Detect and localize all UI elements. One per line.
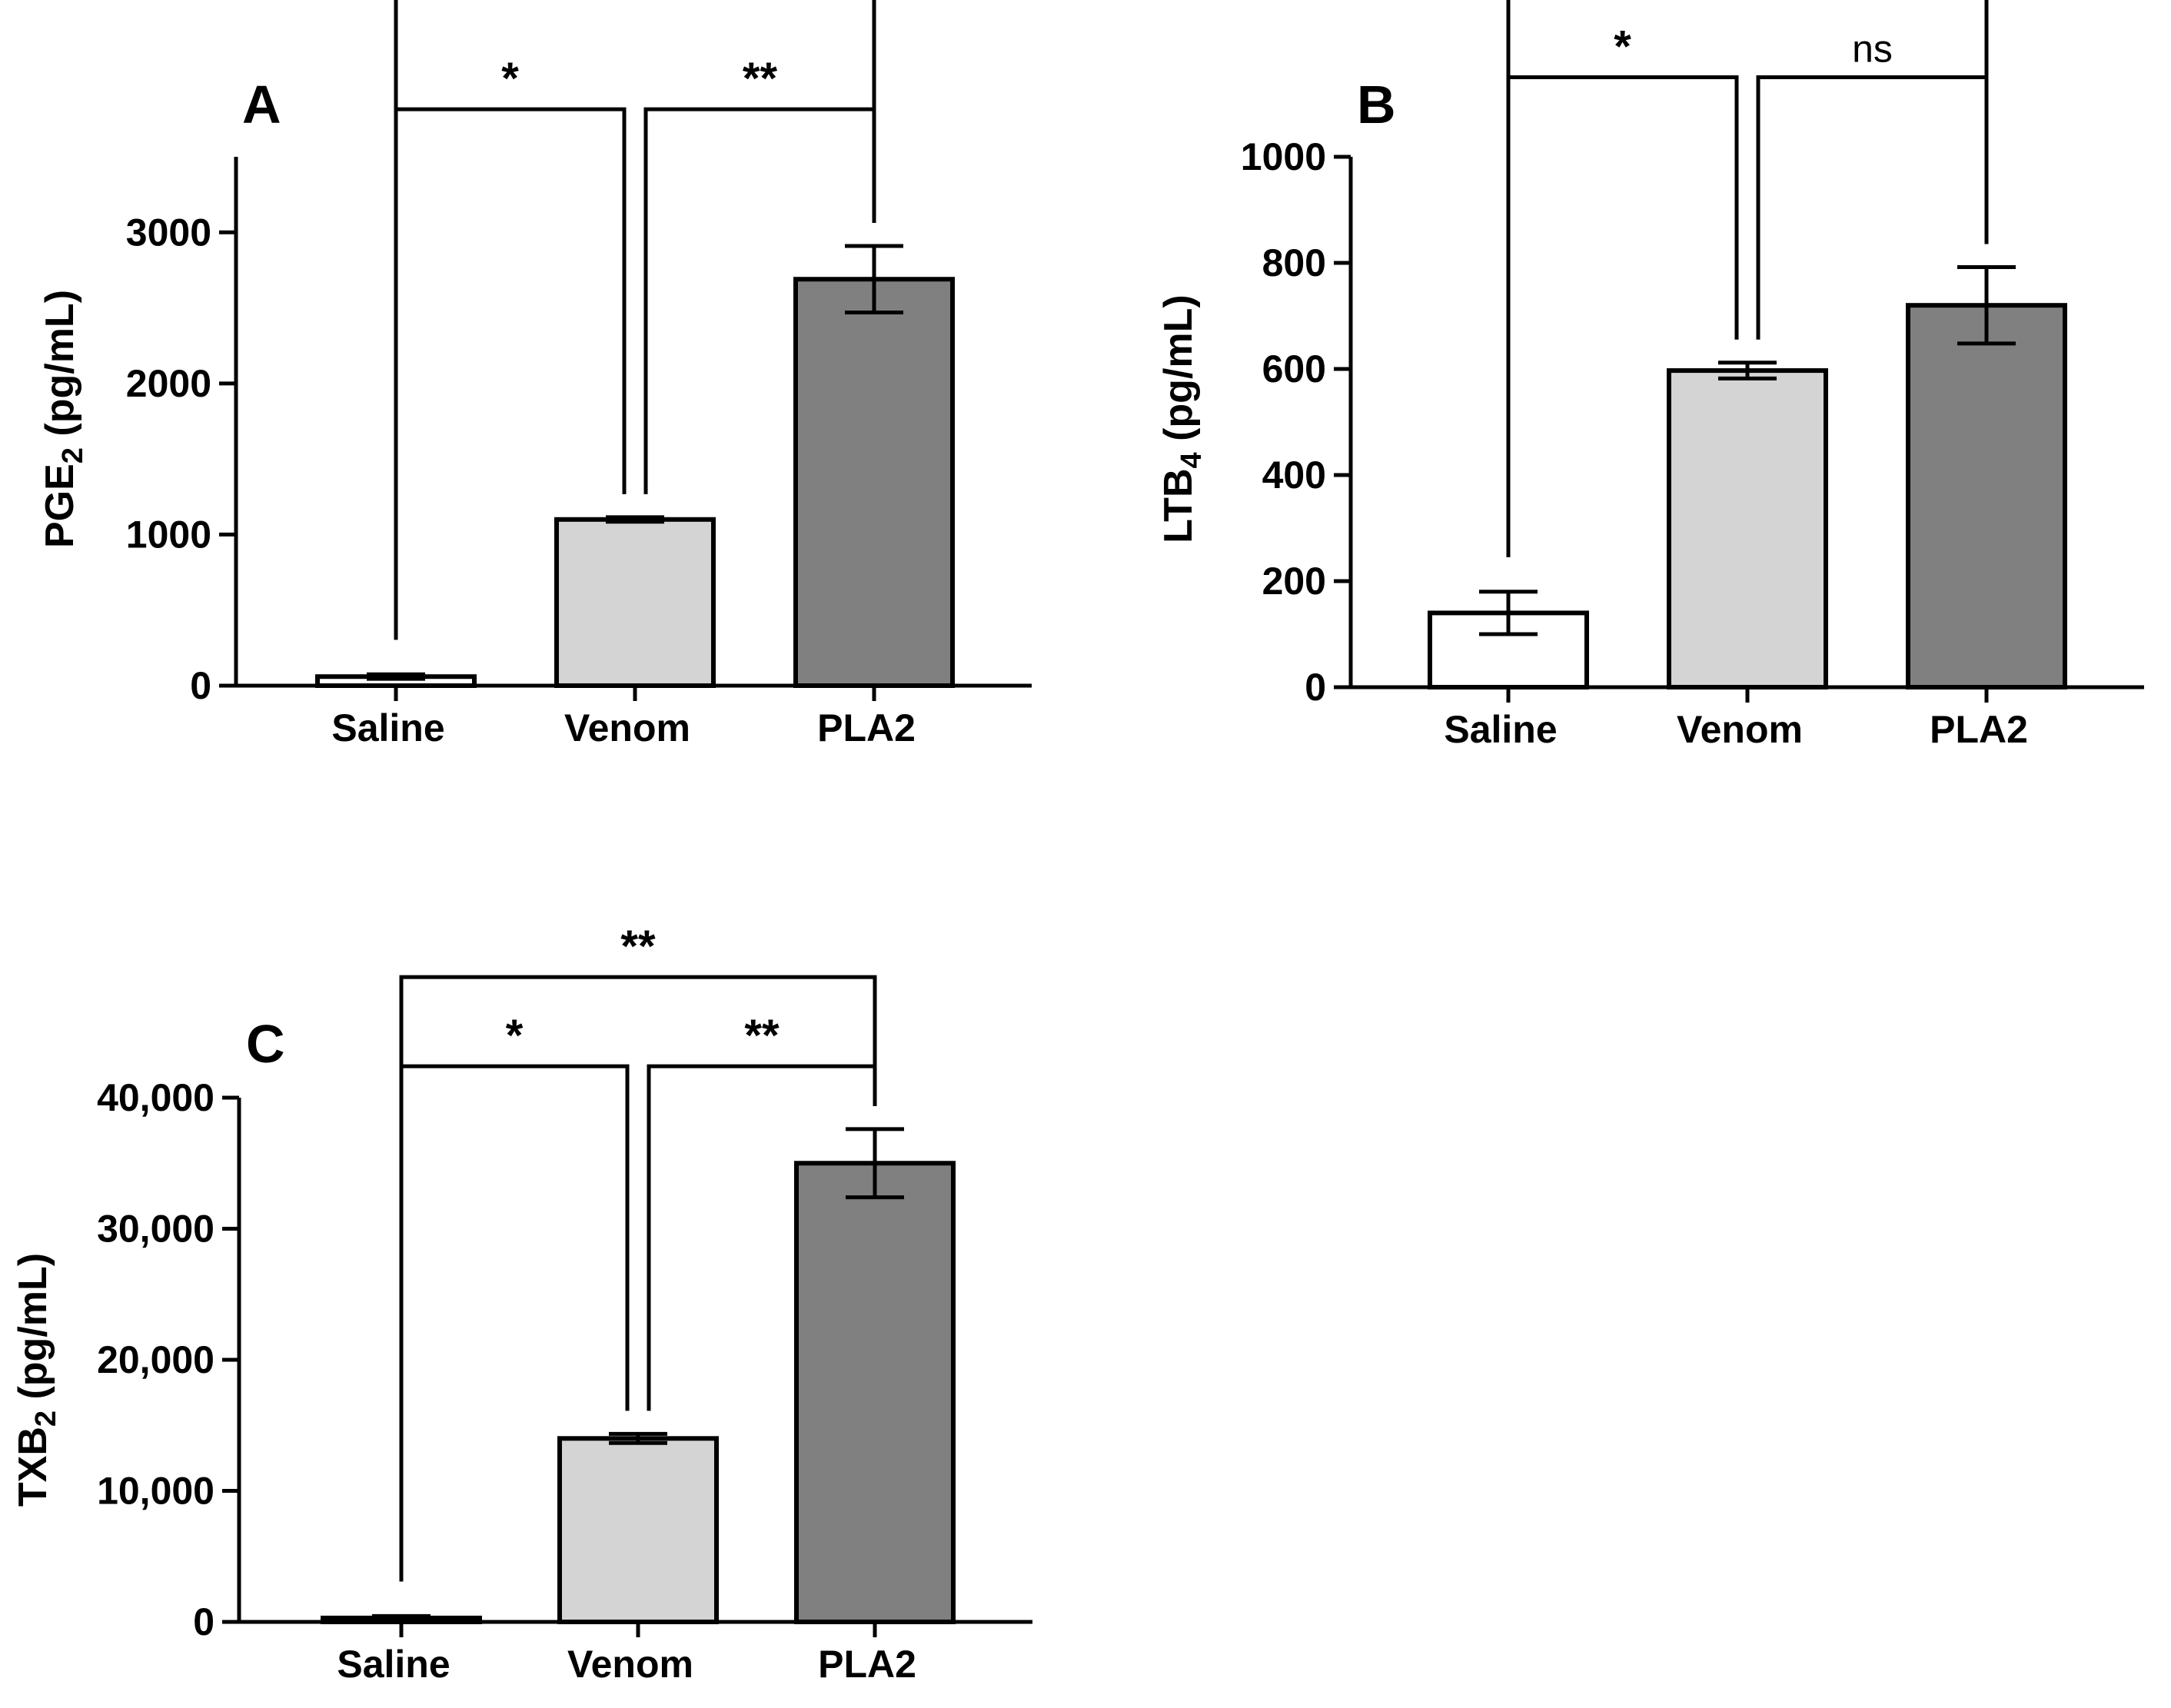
significance-label: ** (744, 1011, 780, 1061)
significance-label: * (506, 1011, 524, 1061)
y-axis-label-unit: (pg/mL) (1156, 294, 1201, 452)
y-tick-label: 20,000 (97, 1338, 214, 1381)
bar-venom (554, 517, 716, 688)
panel-label: B (1357, 75, 1396, 135)
bar-pla2 (794, 1161, 956, 1624)
significance-bracket: ** (394, 0, 876, 640)
x-tick-label: PLA2 (1930, 708, 2028, 751)
panel-b: B LTB4 (pg/mL) 0 200 400 600 800 1000 Saline Veno… (1156, 0, 2144, 751)
error-bar-saline (372, 1613, 431, 1622)
panel-label: A (242, 75, 281, 135)
significance-label: ** (743, 54, 778, 104)
error-bar-pla2 (846, 1127, 904, 1200)
x-tick-label: Saline (331, 706, 444, 749)
y-tick-label: 1000 (126, 513, 211, 556)
panel-c: C TXB2 (pg/mL) 0 10,000 20,000 30,000 40,000 Sa… (11, 922, 1032, 1686)
significance-bracket: ** (399, 922, 877, 1582)
y-axis-label: LTB4 (pg/mL) (1156, 294, 1208, 543)
y-tick-label: 0 (1305, 666, 1326, 709)
significance-label: ** (620, 922, 656, 972)
x-tick-label: Venom (564, 706, 690, 749)
y-tick-label: 0 (193, 1600, 214, 1643)
error-bar-saline (367, 672, 425, 681)
y-axis-label-main: TXB (11, 1427, 55, 1507)
x-tick-label: PLA2 (817, 706, 916, 749)
y-axis-label-subscript: 2 (57, 447, 89, 464)
significance-label: ns (1852, 28, 1893, 71)
significance-label: * (501, 54, 519, 104)
y-axis-label-subscript: 4 (1175, 452, 1208, 468)
y-tick-label: 40,000 (97, 1076, 214, 1119)
bar-venom (557, 1436, 719, 1625)
bar-venom (1667, 368, 1828, 690)
y-axis-label: PGE2 (pg/mL) (38, 290, 89, 548)
significance-label: * (1614, 22, 1631, 72)
error-bar-pla2 (1957, 265, 2016, 346)
error-bar-venom (606, 515, 664, 524)
x-tick-label: Saline (1444, 708, 1557, 751)
x-tick-label: Venom (567, 1643, 693, 1686)
significance-bracket: ** (1506, 0, 1989, 557)
significance-bracket: ns (1756, 28, 1989, 340)
bar-pla2 (793, 277, 955, 689)
y-tick-label: 0 (190, 664, 211, 707)
y-axis-label-unit: (pg/mL) (11, 1253, 55, 1411)
x-tick-label: Saline (337, 1643, 450, 1686)
y-tick-label: 1000 (1241, 135, 1326, 178)
y-axis-label-subscript: 2 (30, 1411, 62, 1427)
y-tick-label: 10,000 (97, 1470, 214, 1513)
y-tick-label: 200 (1262, 560, 1326, 603)
y-tick-label: 3000 (126, 211, 211, 254)
y-axis-label-main: LTB (1156, 468, 1201, 543)
error-bar-venom (609, 1431, 667, 1445)
y-tick-label: 600 (1262, 347, 1326, 390)
bar-pla2 (1906, 303, 2067, 690)
y-axis-label: TXB2 (pg/mL) (11, 1253, 62, 1507)
x-tick-label: PLA2 (818, 1643, 916, 1686)
error-bar-saline (1479, 590, 1538, 636)
y-tick-label: 800 (1262, 241, 1326, 284)
y-tick-label: 2000 (126, 362, 211, 405)
y-tick-label: 400 (1262, 454, 1326, 497)
y-tick-label: 30,000 (97, 1208, 214, 1251)
y-axis-label-unit: (pg/mL) (38, 290, 82, 447)
error-bar-pla2 (845, 244, 903, 314)
panel-a: A PGE2 (pg/mL) 0 1000 2000 3000 Saline Venom PLA… (38, 0, 1032, 749)
x-tick-label: Venom (1677, 708, 1803, 751)
error-bar-venom (1718, 361, 1777, 380)
panel-label: C (246, 1014, 285, 1074)
y-axis-label-main: PGE (38, 464, 82, 548)
